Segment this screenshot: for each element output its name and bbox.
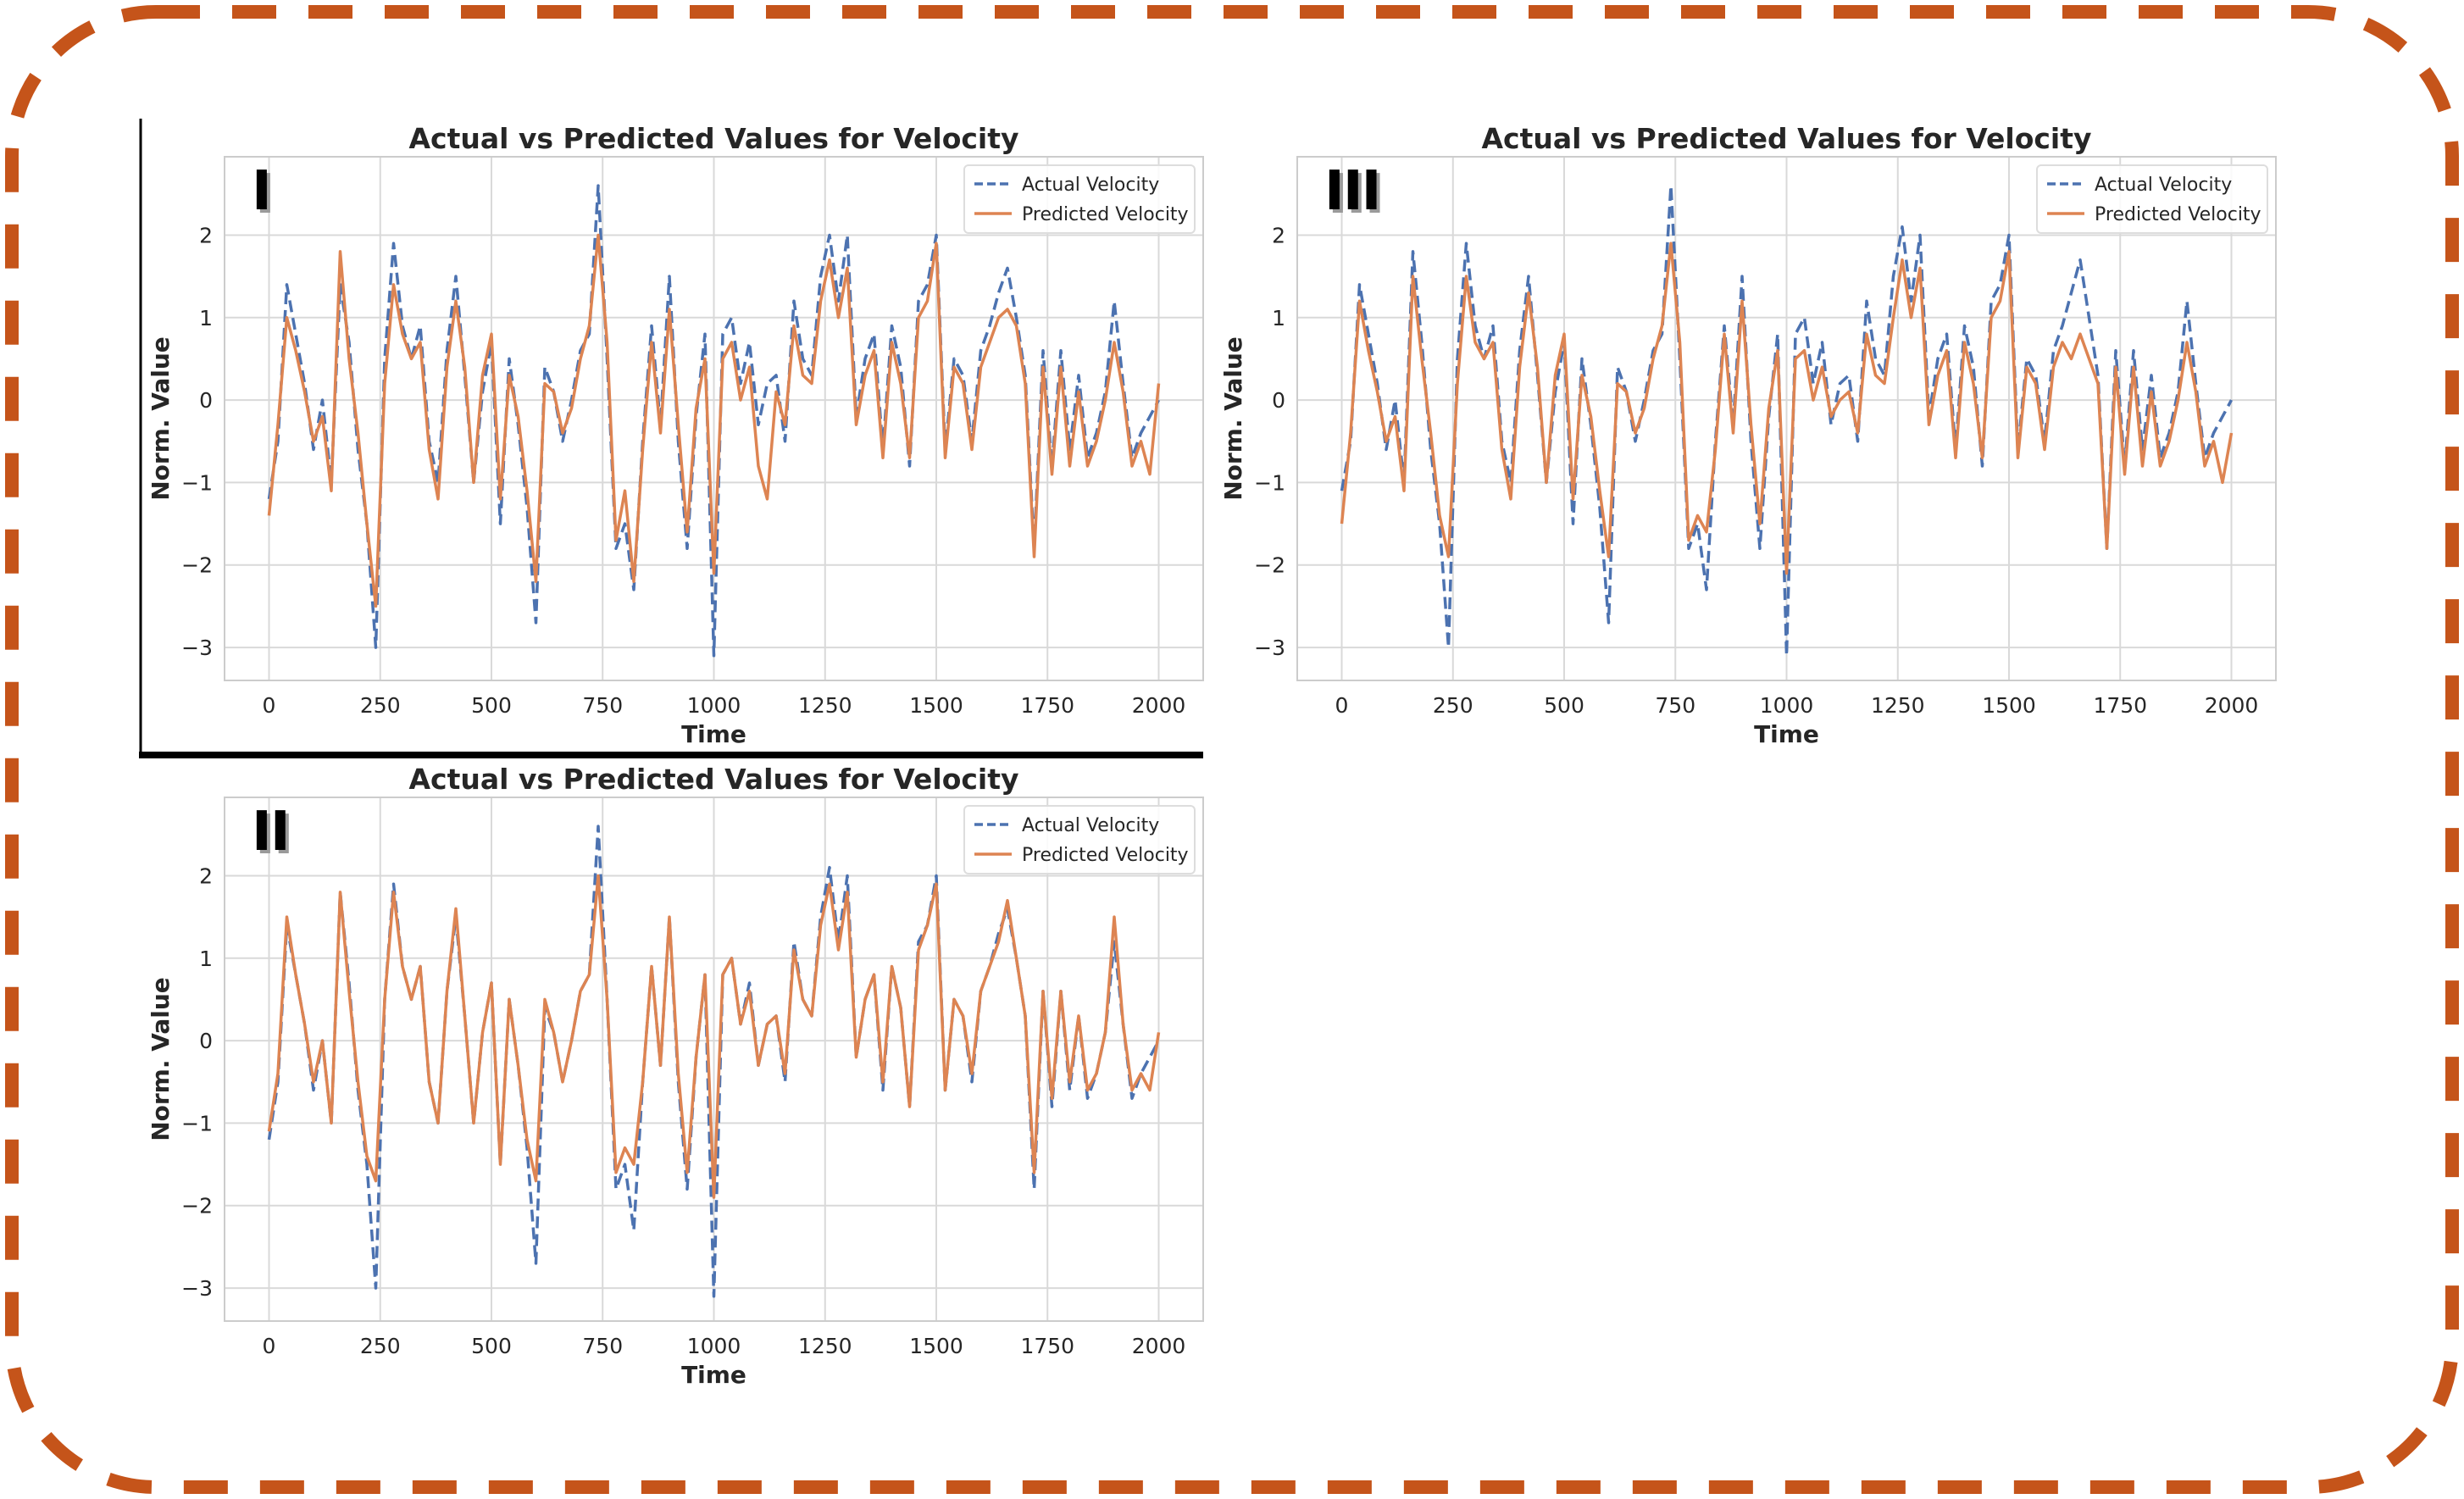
x-tick-label: 0 bbox=[263, 1334, 276, 1358]
x-tick-label: 1250 bbox=[1871, 693, 1925, 718]
series-line-actual bbox=[267, 184, 1161, 658]
panel-label-shadow: II bbox=[255, 804, 292, 867]
legend-label-predicted: Predicted Velocity bbox=[1022, 204, 1189, 225]
chart-title: Actual vs Predicted Values for Velocity bbox=[408, 122, 1018, 155]
y-axis-label: Norm. Value bbox=[147, 977, 175, 1141]
y-axis-label: Norm. Value bbox=[147, 336, 175, 501]
y-tick-label: 1 bbox=[199, 947, 213, 971]
chart-panel-II: 0 250 500 750 1000 1250 1500 1750 2000 −3 −2 −1 0 1 2 T… bbox=[0, 641, 1220, 1395]
y-tick-label: 2 bbox=[199, 223, 213, 247]
legend-box bbox=[963, 164, 1196, 234]
x-tick-label: 250 bbox=[360, 693, 401, 718]
y-axis-label: Norm. Value bbox=[1219, 336, 1247, 501]
x-tick-label: 500 bbox=[471, 1334, 512, 1358]
y-tick-label: 0 bbox=[1272, 388, 1285, 413]
x-tick-label: 0 bbox=[1335, 693, 1349, 718]
series-line-actual bbox=[1340, 184, 2234, 658]
x-axis-label: Time bbox=[1754, 720, 1819, 748]
x-tick-label: 750 bbox=[1655, 693, 1695, 718]
y-tick-label: −1 bbox=[181, 470, 213, 495]
x-tick-label: 0 bbox=[263, 693, 276, 718]
y-tick-label: −3 bbox=[1254, 636, 1285, 660]
x-tick-label: 1500 bbox=[909, 693, 963, 718]
y-tick-label: 0 bbox=[199, 1029, 213, 1053]
series-line-predicted bbox=[267, 874, 1161, 1199]
x-tick-label: 500 bbox=[1544, 693, 1584, 718]
x-tick-label: 750 bbox=[582, 1334, 623, 1358]
x-axis-label: Time bbox=[681, 720, 746, 748]
series-line-predicted bbox=[1340, 242, 2234, 575]
legend-label-predicted: Predicted Velocity bbox=[1022, 845, 1189, 866]
panel-label: II bbox=[252, 801, 289, 863]
panel-label-shadow: I bbox=[255, 164, 274, 226]
x-tick-label: 1000 bbox=[1760, 693, 1814, 718]
legend-box bbox=[963, 805, 1196, 874]
chart-panel-III: 0 250 500 750 1000 1250 1500 1750 2000 −3 −2 −1 0 1 2 T… bbox=[1073, 0, 2293, 754]
x-tick-label: 1500 bbox=[909, 1334, 963, 1358]
x-tick-label: 1750 bbox=[1020, 693, 1074, 718]
x-tick-label: 2000 bbox=[1132, 1334, 1186, 1358]
y-tick-label: 2 bbox=[1272, 223, 1285, 247]
x-axis-label: Time bbox=[681, 1361, 746, 1389]
x-tick-label: 500 bbox=[471, 693, 512, 718]
chart-svg-II: 0 250 500 750 1000 1250 1500 1750 2000 −3 −2 −1 0 1 2 T… bbox=[147, 763, 1204, 1389]
x-tick-label: 2000 bbox=[1132, 693, 1186, 718]
legend-label-actual: Actual Velocity bbox=[1022, 175, 1159, 196]
y-tick-label: −3 bbox=[181, 636, 213, 660]
x-tick-label: 1000 bbox=[687, 1334, 741, 1358]
y-tick-label: 1 bbox=[199, 306, 213, 330]
axes-frame bbox=[1296, 156, 2277, 681]
y-tick-label: −1 bbox=[1254, 470, 1285, 495]
x-tick-label: 1000 bbox=[687, 693, 741, 718]
x-tick-label: 750 bbox=[582, 693, 623, 718]
axes-frame bbox=[224, 156, 1204, 681]
y-tick-label: 1 bbox=[1272, 306, 1285, 330]
panel-label-shadow: III bbox=[1328, 164, 1383, 226]
legend-box bbox=[2036, 164, 2268, 234]
chart-svg-I: 0 250 500 750 1000 1250 1500 1750 2000 −3 −2 −1 0 1 2 T… bbox=[147, 122, 1204, 748]
x-tick-label: 1250 bbox=[798, 693, 852, 718]
legend-label-predicted: Predicted Velocity bbox=[2095, 204, 2261, 225]
y-tick-label: −2 bbox=[181, 1194, 213, 1219]
chart-svg-III: 0 250 500 750 1000 1250 1500 1750 2000 −3 −2 −1 0 1 2 T… bbox=[1219, 122, 2277, 748]
y-tick-label: −2 bbox=[181, 553, 213, 578]
legend: Actual Velocity Predicted Velocity bbox=[2036, 164, 2268, 234]
panel-label: I bbox=[252, 160, 270, 223]
axes-frame bbox=[224, 797, 1204, 1322]
chart-panel-I: 0 250 500 750 1000 1250 1500 1750 2000 −3 −2 −1 0 1 2 T… bbox=[0, 0, 1220, 754]
x-tick-label: 1750 bbox=[1020, 1334, 1074, 1358]
panel-label: III bbox=[1324, 160, 1379, 223]
x-tick-label: 250 bbox=[360, 1334, 401, 1358]
x-tick-label: 250 bbox=[1433, 693, 1473, 718]
series-line-predicted bbox=[267, 233, 1161, 608]
legend-label-actual: Actual Velocity bbox=[1022, 815, 1159, 836]
y-tick-label: −3 bbox=[181, 1276, 213, 1301]
x-tick-label: 1250 bbox=[798, 1334, 852, 1358]
legend: Actual Velocity Predicted Velocity bbox=[963, 805, 1196, 874]
dashed-frame-border bbox=[5, 5, 2459, 1494]
legend: Actual Velocity Predicted Velocity bbox=[963, 164, 1196, 234]
x-tick-label: 1750 bbox=[2093, 693, 2147, 718]
y-tick-label: −2 bbox=[1254, 553, 1285, 578]
chart-title: Actual vs Predicted Values for Velocity bbox=[408, 763, 1018, 796]
y-tick-label: 2 bbox=[199, 863, 213, 888]
x-tick-label: 2000 bbox=[2205, 693, 2259, 718]
legend-label-actual: Actual Velocity bbox=[2095, 175, 2232, 196]
chart-title: Actual vs Predicted Values for Velocity bbox=[1481, 122, 2091, 155]
y-tick-label: −1 bbox=[181, 1111, 213, 1135]
y-tick-label: 0 bbox=[199, 388, 213, 413]
x-tick-label: 1500 bbox=[1982, 693, 2036, 718]
